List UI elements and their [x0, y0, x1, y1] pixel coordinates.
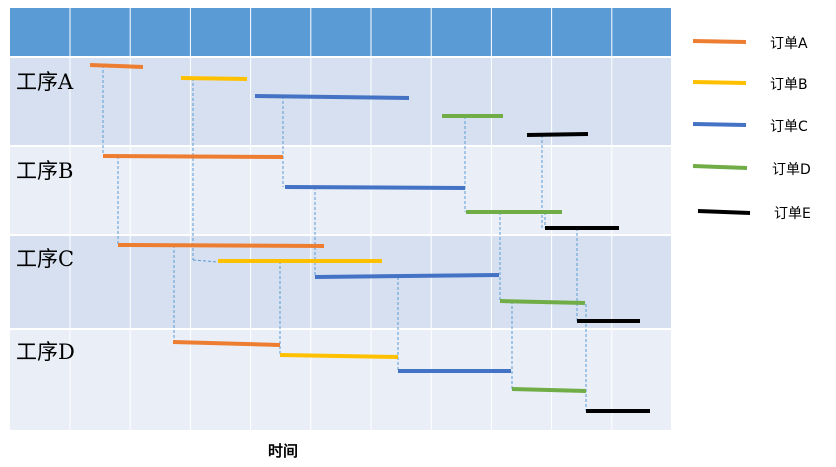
- process-label-a: 工序A: [16, 70, 74, 94]
- task-bar-order-c: [284, 185, 466, 190]
- task-bar-order-c: [314, 273, 500, 279]
- task-bar-order-a: [117, 243, 325, 248]
- legend-swatch-order-b: [692, 80, 747, 85]
- legend-label-a: 订单A: [770, 36, 808, 52]
- task-bar-order-e: [526, 132, 589, 137]
- process-label-c: 工序C: [16, 247, 75, 271]
- process-band-4: [10, 329, 671, 430]
- process-label-b: 工序B: [16, 159, 74, 183]
- legend-label-d: 订单D: [772, 162, 811, 178]
- task-bar-order-d: [499, 299, 586, 305]
- task-bar-order-d: [511, 387, 587, 393]
- legend-swatch-order-c: [692, 122, 747, 127]
- connector-line: [192, 259, 219, 263]
- legend-swatch-order-d: [692, 164, 748, 170]
- task-bar-order-b: [279, 353, 399, 359]
- x-axis-label: 时间: [268, 442, 299, 460]
- task-bar-order-a: [102, 154, 284, 159]
- task-bar-order-a: [89, 63, 144, 69]
- process-band-1: [10, 57, 671, 146]
- process-band-3: [10, 235, 671, 329]
- legend-swatch-order-a: [692, 39, 747, 44]
- legend-label-e: 订单E: [774, 206, 811, 222]
- legend-label-b: 订单B: [770, 77, 808, 93]
- header-band: [10, 8, 671, 57]
- process-band-2: [10, 146, 671, 235]
- legend-label-c: 订单C: [770, 119, 808, 135]
- legend-swatch-order-e: [697, 209, 751, 215]
- task-bar-order-a: [172, 340, 281, 347]
- task-bar-order-b: [180, 76, 248, 81]
- process-label-d: 工序D: [16, 340, 75, 364]
- task-bar-order-c: [254, 94, 410, 100]
